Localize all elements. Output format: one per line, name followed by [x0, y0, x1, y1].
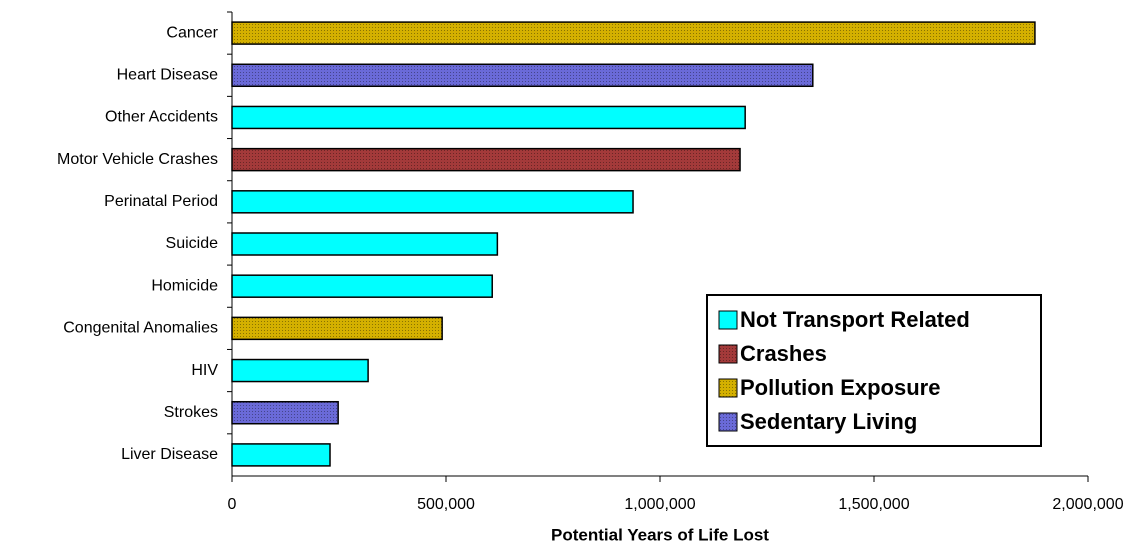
bar: [231, 232, 499, 256]
legend-label: Pollution Exposure: [740, 375, 940, 400]
bar: [231, 443, 331, 467]
bar: [231, 147, 741, 172]
bar: [231, 21, 1036, 45]
x-tick-label: 0: [228, 496, 237, 513]
bar: [231, 274, 493, 298]
legend-swatch: [718, 378, 738, 398]
bar: [231, 190, 634, 214]
bar: [231, 105, 746, 130]
legend-label: Crashes: [740, 341, 827, 366]
y-tick-label: Liver Disease: [121, 446, 218, 463]
y-tick-label: Perinatal Period: [104, 193, 218, 210]
y-tick-label: Motor Vehicle Crashes: [57, 151, 218, 168]
x-tick-label: 1,000,000: [624, 496, 695, 513]
x-axis-title: Potential Years of Life Lost: [551, 525, 769, 544]
y-tick-label: Suicide: [166, 235, 219, 252]
legend-swatch: [718, 412, 738, 432]
x-tick-label: 2,000,000: [1052, 496, 1123, 513]
y-tick-label: Cancer: [166, 24, 218, 41]
bar: [231, 316, 443, 341]
legend-swatch: [718, 344, 738, 364]
x-tick-label: 500,000: [417, 496, 475, 513]
legend-swatch: [718, 310, 738, 330]
y-tick-label: Heart Disease: [117, 66, 218, 83]
bar: [231, 63, 814, 88]
y-tick-label: HIV: [191, 362, 218, 379]
bar: [231, 400, 339, 425]
legend-label: Sedentary Living: [740, 409, 917, 434]
y-tick-label: Strokes: [164, 404, 218, 421]
legend-box: [706, 294, 1042, 447]
bar: [231, 358, 369, 383]
y-tick-label: Congenital Anomalies: [63, 320, 218, 337]
x-tick-label: 1,500,000: [838, 496, 909, 513]
legend-label: Not Transport Related: [740, 307, 970, 332]
y-tick-label: Other Accidents: [105, 109, 218, 126]
y-tick-label: Homicide: [151, 277, 218, 294]
